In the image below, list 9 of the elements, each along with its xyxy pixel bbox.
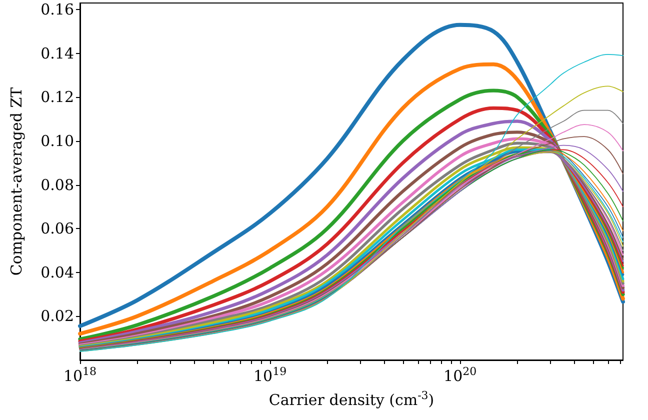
y-axis-title: Component-averaged ZT	[8, 87, 26, 276]
y-tick-label: 0.12	[40, 88, 74, 106]
y-tick-label: 0.10	[40, 132, 74, 150]
y-tick-label: 0.14	[40, 44, 74, 62]
y-tick-label: 0.08	[40, 176, 74, 194]
y-tick-label: 0.16	[40, 0, 74, 19]
y-tick-label: 0.06	[40, 220, 74, 238]
y-tick-label: 0.04	[40, 263, 74, 282]
y-tick-label: 0.02	[40, 307, 74, 326]
